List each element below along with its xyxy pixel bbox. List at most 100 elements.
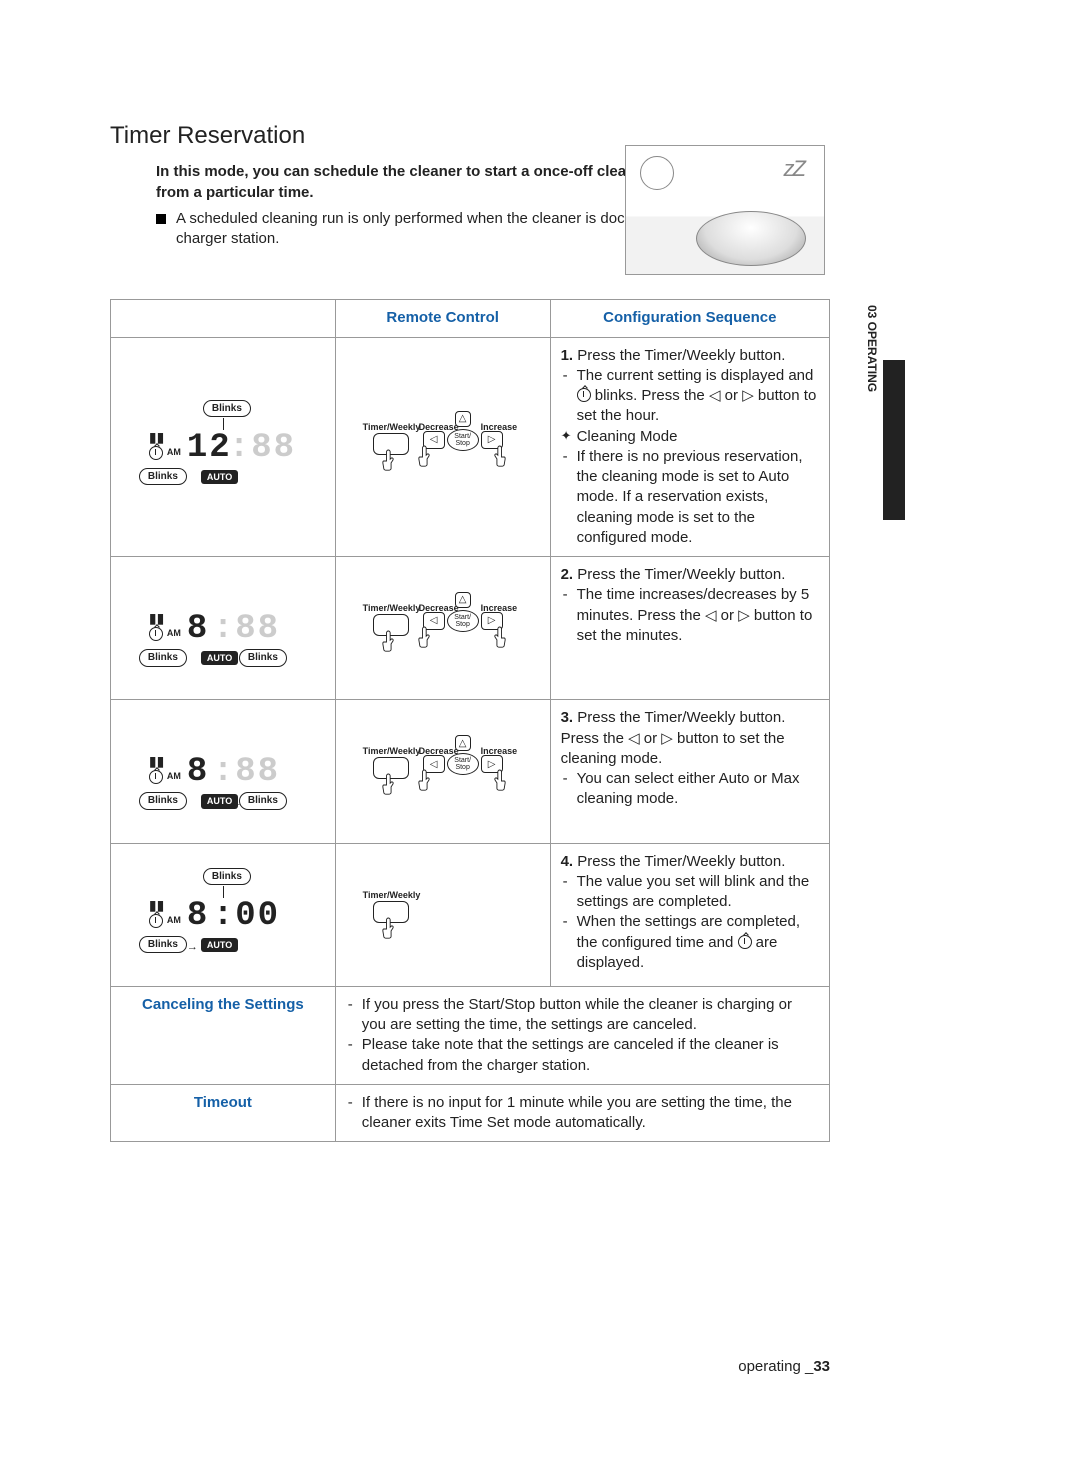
sequence-text: 1. Press the Timer/Weekly button. The cur… <box>561 346 819 549</box>
page-footer: operating _33 <box>738 1357 830 1377</box>
right-tri-icon: ▷ <box>742 387 754 404</box>
sequence-text: 2. Press the Timer/Weekly button. The tim… <box>561 565 819 646</box>
min-digits: :88 <box>229 426 296 472</box>
footer-label: operating _ <box>738 1358 813 1375</box>
step-number: 2. <box>561 566 574 583</box>
th-blank <box>111 300 336 337</box>
lcd-cell: Blinks ▮▮AM12:88BlinksAUTO <box>111 337 336 557</box>
timer-weekly-label: Timer/Weekly <box>363 421 421 433</box>
sequence-cell: 2. Press the Timer/Weekly button. The tim… <box>550 557 829 700</box>
thumb-tab <box>883 360 905 520</box>
step-lead: Press the Timer/Weekly button. <box>577 853 785 870</box>
lcd-cell: ▮▮AM8:88BlinksAUTOBlinks <box>111 557 336 700</box>
footer-page-num: 33 <box>813 1358 830 1375</box>
robot-icon <box>696 211 806 266</box>
lcd-display: ▮▮AM8:88BlinksAUTOBlinks <box>143 585 303 665</box>
remote-cell: Timer/WeeklyDecreaseIncrease△◁▷Start/ St… <box>335 337 550 557</box>
timeout-label: Timeout <box>111 1084 336 1142</box>
hour-digits: 8 <box>187 750 209 796</box>
sequence-text: 3. Press the Timer/Weekly button. Press … <box>561 708 819 809</box>
clock-icon <box>149 446 163 460</box>
ampm-label: AM <box>167 446 181 458</box>
step-item: The current setting is displayed and bli… <box>561 366 819 427</box>
cancel-cell: If you press the Start/Stop button while… <box>335 986 829 1084</box>
auto-badge: AUTO <box>201 938 238 952</box>
step-number: 3. <box>561 709 574 726</box>
hand-icon <box>381 628 403 656</box>
blinks-badge: Blinks <box>239 649 287 667</box>
timer-weekly-label: Timer/Weekly <box>363 745 421 757</box>
hero-illustration: zZ <box>625 145 825 275</box>
intro-block: In this mode, you can schedule the clean… <box>110 162 710 249</box>
lcd-display: Blinks ▮▮AM8:00BlinksAUTO→ <box>143 872 303 952</box>
timer-weekly-label: Timer/Weekly <box>363 602 421 614</box>
lcd-display: Blinks ▮▮AM12:88BlinksAUTO <box>143 404 303 484</box>
min-digits: :00 <box>213 894 280 940</box>
remote-diagram: Timer/WeeklyDecreaseIncrease△◁▷Start/ St… <box>363 733 523 803</box>
step-item: The time increases/decreases by 5 minute… <box>561 585 819 646</box>
up-button: △ <box>455 735 471 751</box>
start-stop-button: Start/ Stop <box>447 610 479 632</box>
note-item: If there is no input for 1 minute while … <box>346 1093 819 1134</box>
step-lead: Press the Timer/Weekly button. Press the… <box>561 709 786 767</box>
ampm-label: AM <box>167 770 181 782</box>
blinks-badge: Blinks <box>203 400 251 418</box>
clock-icon <box>640 156 674 190</box>
note-item: If you press the Start/Stop button while… <box>346 995 819 1036</box>
blinks-badge: Blinks <box>203 868 251 886</box>
min-digits: :88 <box>213 750 280 796</box>
sequence-cell: 3. Press the Timer/Weekly button. Press … <box>550 700 829 843</box>
step-lead: Press the Timer/Weekly button. <box>577 566 785 583</box>
th-remote: Remote Control <box>335 300 550 337</box>
hand-icon <box>485 624 507 652</box>
clock-icon <box>577 388 591 402</box>
cancel-label: Canceling the Settings <box>111 986 336 1084</box>
left-tri-icon: ◁ <box>705 607 717 624</box>
remote-cell: Timer/WeeklyDecreaseIncrease△◁▷Start/ St… <box>335 557 550 700</box>
th-sequence: Configuration Sequence <box>550 300 829 337</box>
blinks-badge: Blinks <box>139 468 187 486</box>
lcd-display: ▮▮AM8:88BlinksAUTOBlinks← <box>143 728 303 808</box>
sleep-icon: zZ <box>784 154 804 184</box>
hand-icon <box>381 915 403 943</box>
step-number: 4. <box>561 853 574 870</box>
ampm-label: AM <box>167 627 181 639</box>
clock-icon <box>149 914 163 928</box>
hand-icon <box>381 771 403 799</box>
config-table: Remote Control Configuration Sequence Bl… <box>110 299 830 1142</box>
right-tri-icon: ▷ <box>738 607 750 624</box>
step-item: If there is no previous reservation, the… <box>561 447 819 548</box>
start-stop-button: Start/ Stop <box>447 429 479 451</box>
remote-cell: Timer/Weekly <box>335 843 550 986</box>
page-title: Timer Reservation <box>110 120 970 152</box>
timeout-cell: If there is no input for 1 minute while … <box>335 1084 829 1142</box>
lcd-cell: Blinks ▮▮AM8:00BlinksAUTO→ <box>111 843 336 986</box>
step-number: 1. <box>561 347 574 364</box>
clock-icon <box>149 770 163 784</box>
hour-digits: 8 <box>187 607 209 653</box>
start-stop-button: Start/ Stop <box>447 753 479 775</box>
step-item: You can select either Auto or Max cleani… <box>561 769 819 810</box>
clock-icon <box>738 935 752 949</box>
remote-cell: Timer/WeeklyDecreaseIncrease△◁▷Start/ St… <box>335 700 550 843</box>
left-tri-icon: ◁ <box>709 387 721 404</box>
remote-diagram: Timer/WeeklyDecreaseIncrease△◁▷Start/ St… <box>363 590 523 660</box>
ampm-label: AM <box>167 914 181 926</box>
sequence-cell: 4. Press the Timer/Weekly button. The val… <box>550 843 829 986</box>
hand-icon <box>417 443 439 471</box>
hour-digits: 12 <box>187 426 232 472</box>
step-lead: Press the Timer/Weekly button. <box>577 347 785 364</box>
auto-badge: AUTO <box>201 470 238 484</box>
step-item: When the settings are completed, the con… <box>561 912 819 973</box>
step-item: Cleaning Mode <box>561 427 819 447</box>
blinks-badge: Blinks <box>139 792 187 810</box>
note-item: Please take note that the settings are c… <box>346 1035 819 1076</box>
sequence-cell: 1. Press the Timer/Weekly button. The cur… <box>550 337 829 557</box>
auto-badge: AUTO <box>201 651 238 665</box>
lcd-cell: ▮▮AM8:88BlinksAUTOBlinks← <box>111 700 336 843</box>
blinks-badge: Blinks <box>139 936 187 954</box>
arrow-icon: ← <box>231 796 242 811</box>
step-item: The value you set will blink and the set… <box>561 872 819 913</box>
blinks-badge: Blinks <box>239 792 287 810</box>
up-button: △ <box>455 411 471 427</box>
